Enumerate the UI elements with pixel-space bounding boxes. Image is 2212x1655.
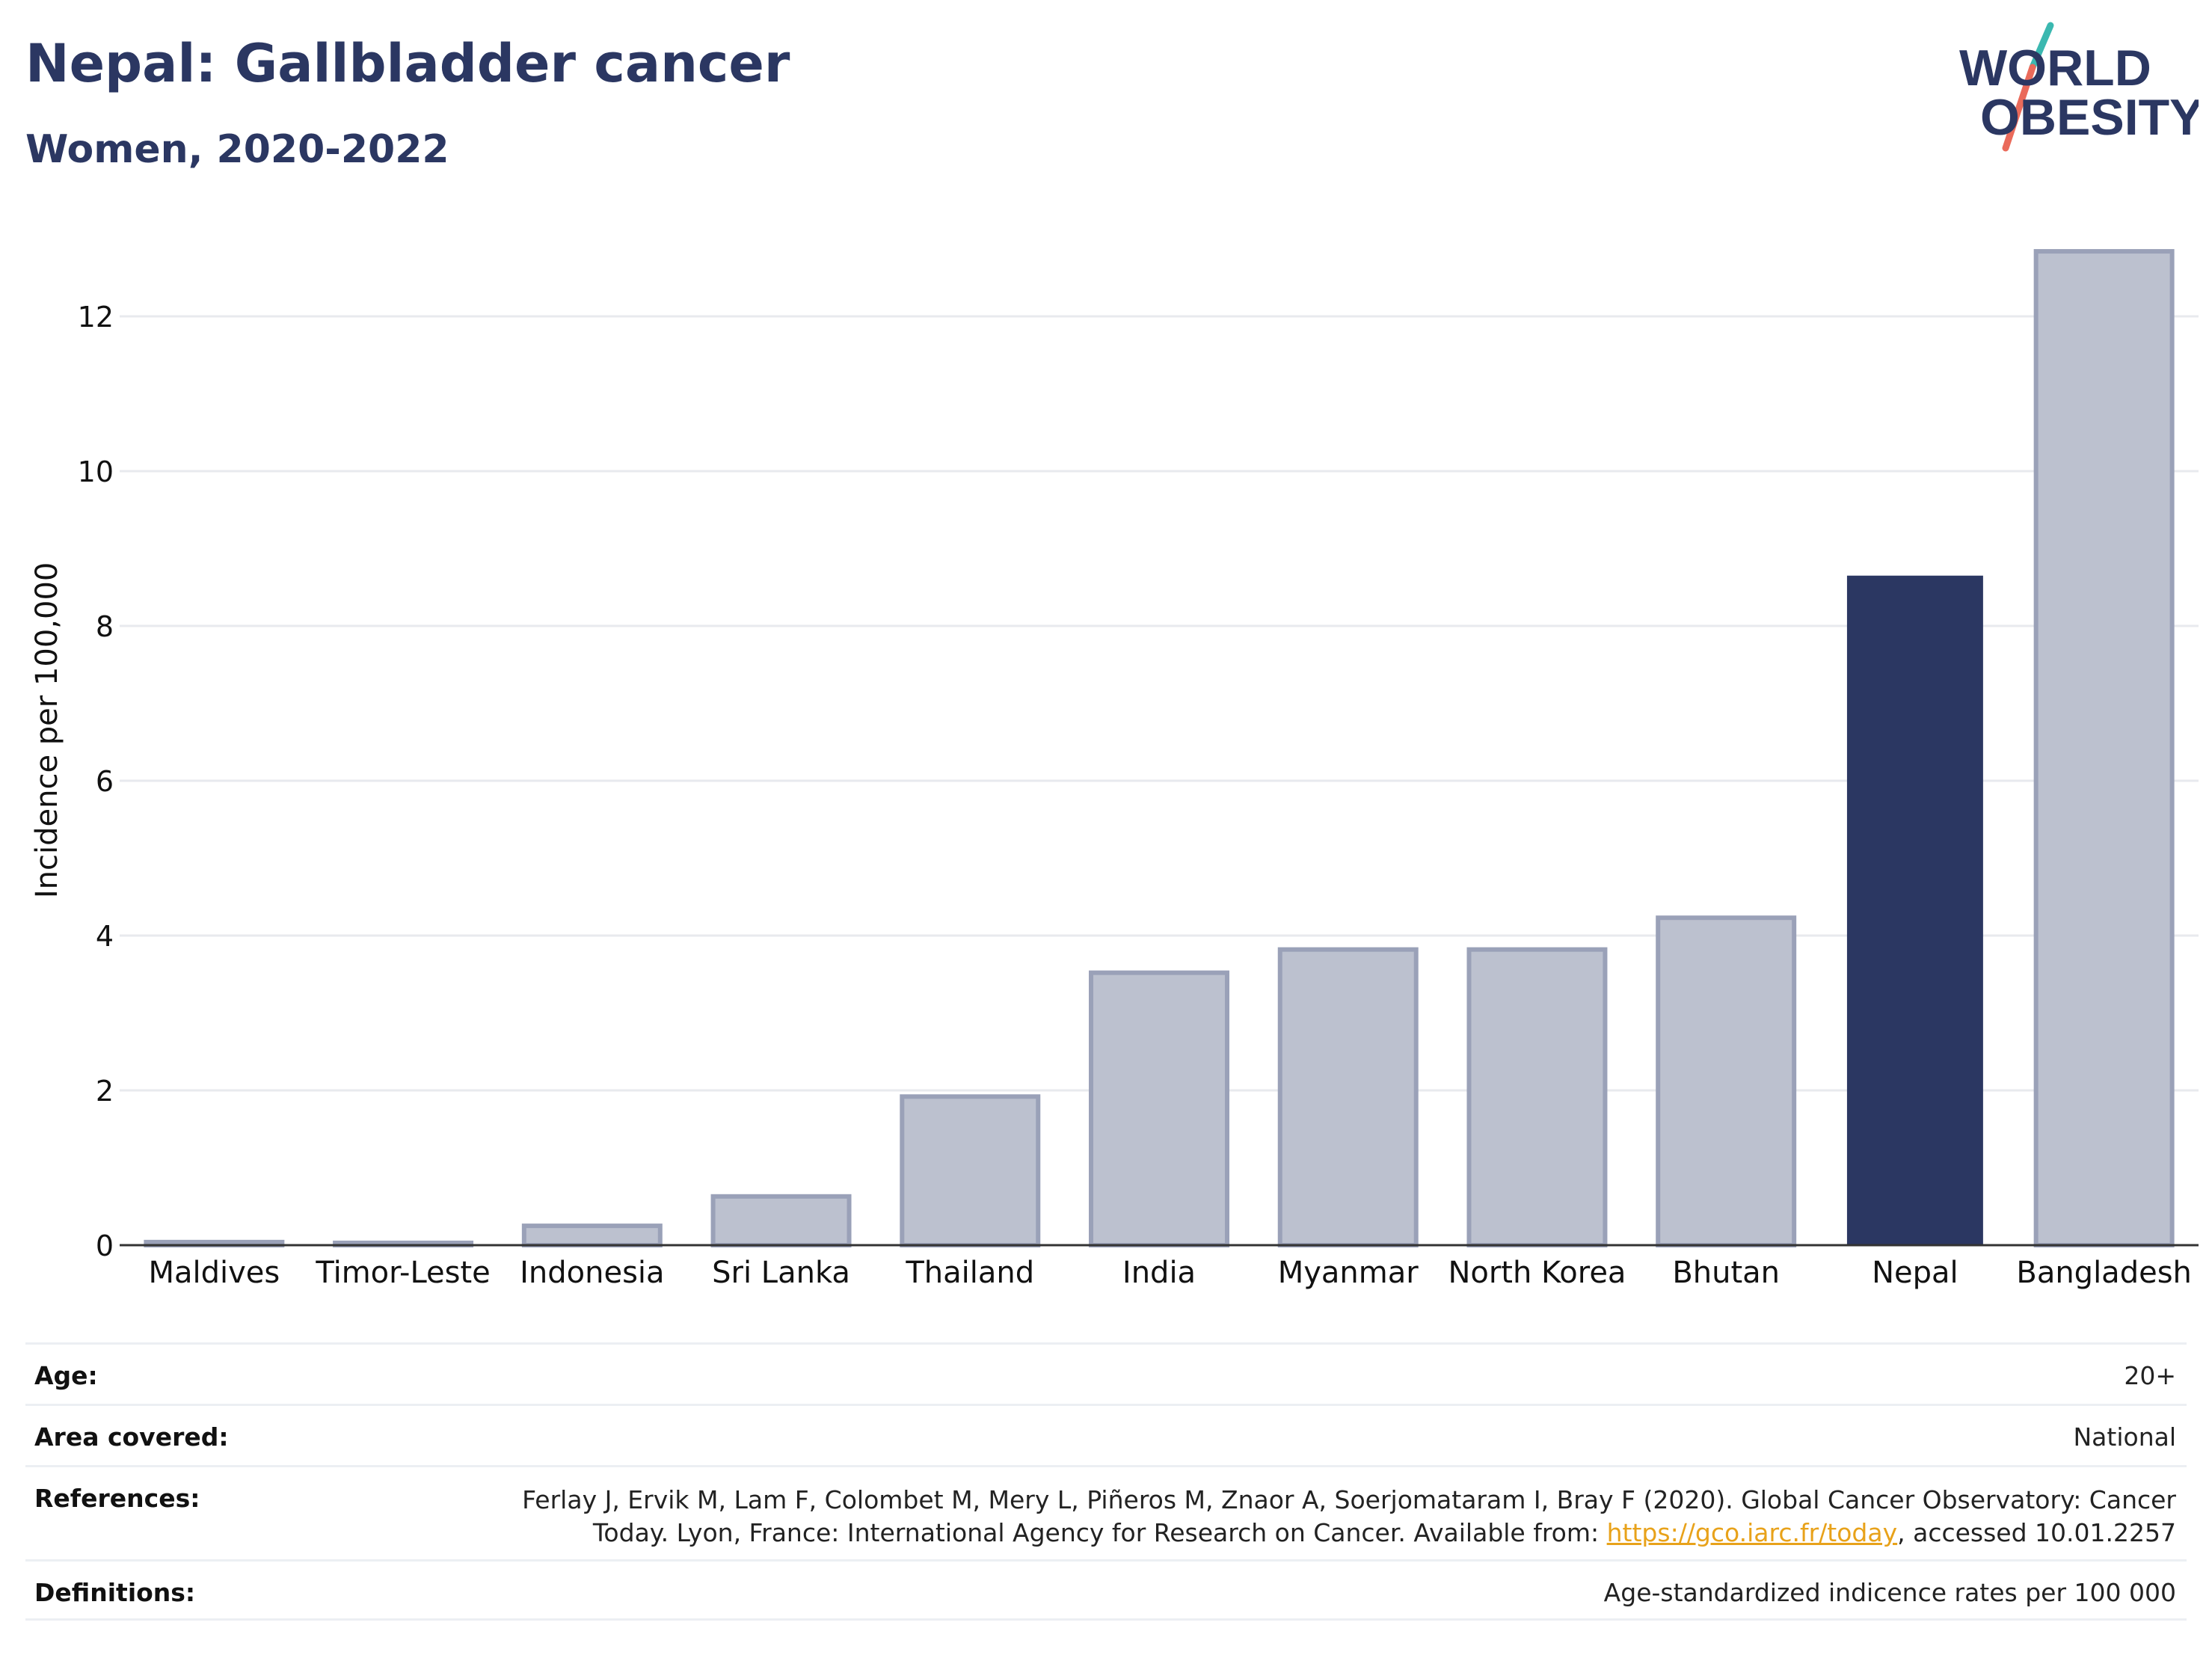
x-tick-label: Indonesia	[520, 1256, 664, 1290]
references-text: Today. Lyon, France: International Agenc…	[592, 1518, 1607, 1547]
references-line-2: Today. Lyon, France: International Agenc…	[522, 1517, 2176, 1550]
x-tick-label: Myanmar	[1278, 1256, 1419, 1290]
chart-title: Nepal: Gallbladder cancer	[25, 33, 790, 94]
references-label: References:	[34, 1484, 200, 1513]
bars	[144, 249, 2175, 1248]
bar-chart: 0 2 4 6 8 10 12 Maldives Timor-Leste Indonesia Sri…	[30, 249, 2199, 1290]
y-tick-label: 8	[96, 610, 114, 643]
bar-nepal	[1846, 575, 1983, 1245]
bar-north-korea	[1466, 947, 1608, 1247]
references-link[interactable]: https://gco.iarc.fr/today	[1606, 1518, 1898, 1547]
y-axis-label: Incidence per 100,000	[30, 562, 64, 899]
age-label: Age:	[34, 1361, 98, 1390]
x-tick-label: Nepal	[1872, 1256, 1958, 1290]
area-value: National	[2073, 1422, 2176, 1452]
bar-indonesia	[521, 1223, 663, 1247]
logo-text-obesity: OBESITY	[1980, 89, 2199, 146]
logo-slash-top	[2029, 22, 2054, 71]
area-row: Area covered: National	[25, 1404, 2187, 1465]
references-line-1: Ferlay J, Ervik M, Lam F, Colombet M, Me…	[522, 1485, 2176, 1514]
y-tick-label: 2	[96, 1075, 114, 1108]
bar-myanmar	[1277, 947, 1419, 1247]
x-tick-label: India	[1122, 1256, 1196, 1290]
age-row: Age: 20+	[25, 1342, 2187, 1404]
references-value: Ferlay J, Ervik M, Lam F, Colombet M, Me…	[522, 1484, 2187, 1550]
x-tick-label: Maldives	[148, 1256, 280, 1290]
references-row: References: Ferlay J, Ervik M, Lam F, Co…	[25, 1465, 2187, 1559]
x-tick-label: North Korea	[1448, 1256, 1626, 1290]
definitions-value: Age-standardized indicence rates per 100…	[1603, 1578, 2176, 1607]
y-tick-label: 12	[78, 301, 114, 334]
world-obesity-logo: WORLD OBESITY	[1959, 22, 2199, 152]
x-tick-label: Timor-Leste	[315, 1256, 490, 1290]
y-tick-label: 10	[78, 455, 114, 488]
age-value: 20+	[2124, 1361, 2176, 1390]
area-label: Area covered:	[34, 1422, 229, 1452]
logo-slash-bottom	[2002, 64, 2036, 152]
chart-subtitle: Women, 2020-2022	[25, 127, 449, 172]
references-accessed: , accessed 10.01.2257	[1897, 1518, 2176, 1547]
axes: 0 2 4 6 8 10 12 Maldives Timor-Leste Indonesia Sri…	[78, 301, 2199, 1290]
bar-bhutan	[1656, 915, 1797, 1247]
definitions-label: Definitions:	[34, 1578, 196, 1607]
y-tick-label: 4	[96, 920, 114, 953]
bar-bangladesh	[2033, 249, 2175, 1247]
x-tick-label: Thailand	[905, 1256, 1034, 1290]
bar-thailand	[900, 1094, 1041, 1248]
info-table: Age: 20+ Area covered: National Referenc…	[25, 1342, 2187, 1621]
x-tick-label: Bangladesh	[2016, 1256, 2192, 1290]
y-tick-label: 0	[96, 1229, 114, 1262]
y-tick-label: 6	[96, 765, 114, 798]
x-tick-label: Sri Lanka	[712, 1256, 850, 1290]
logo-text-world: WORLD	[1959, 40, 2151, 96]
definitions-row: Definitions: Age-standardized indicence …	[25, 1559, 2187, 1621]
bar-india	[1089, 970, 1229, 1248]
bar-sri-lanka	[710, 1194, 852, 1248]
x-tick-label: Bhutan	[1672, 1256, 1780, 1290]
